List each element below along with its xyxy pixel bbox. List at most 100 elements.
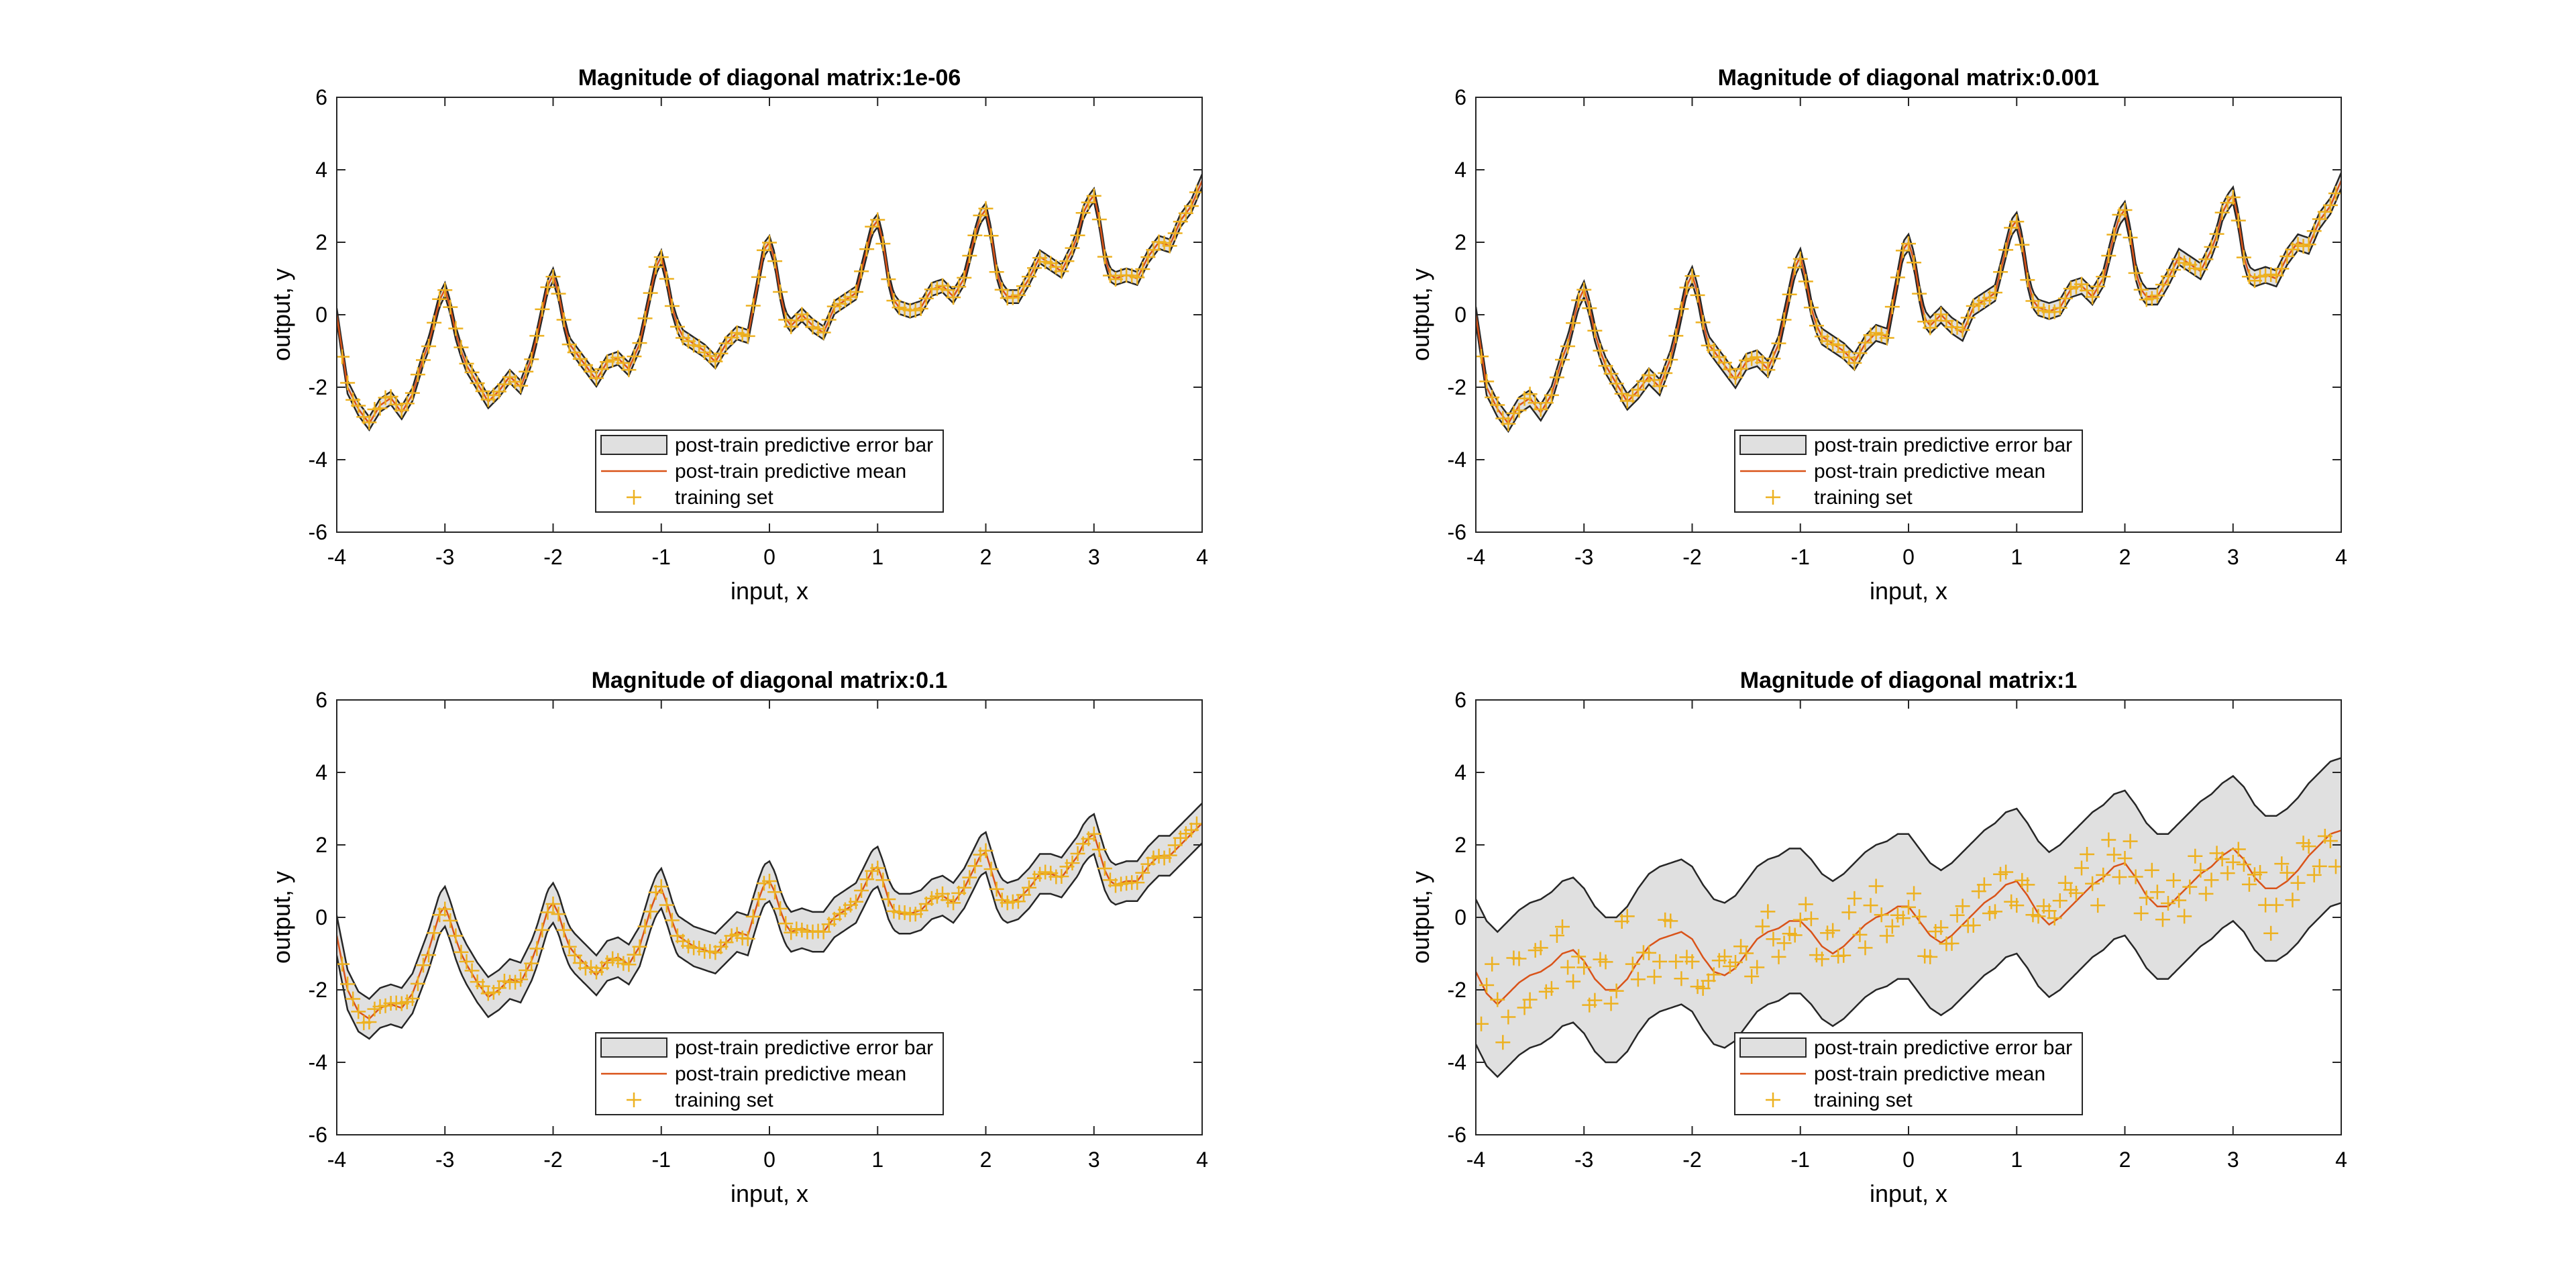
training-point bbox=[2020, 272, 2035, 288]
training-point bbox=[1501, 416, 1516, 432]
training-point bbox=[1668, 954, 1684, 969]
training-point bbox=[2312, 858, 2327, 874]
x-tick-label: -3 bbox=[435, 545, 454, 569]
training-point bbox=[632, 336, 647, 351]
training-point bbox=[1598, 358, 1613, 374]
training-point bbox=[2306, 867, 2322, 882]
training-point bbox=[1890, 270, 1905, 285]
training-point bbox=[1022, 269, 1036, 285]
training-point bbox=[513, 972, 529, 987]
x-tick-label: -2 bbox=[1682, 1148, 1701, 1172]
training-point bbox=[751, 892, 766, 907]
training-point bbox=[524, 352, 539, 367]
training-point bbox=[1695, 315, 1711, 330]
training-point bbox=[1728, 370, 1743, 385]
training-point bbox=[1146, 242, 1161, 258]
x-tick-label: 4 bbox=[1196, 1148, 1208, 1172]
training-point bbox=[978, 201, 994, 216]
training-point bbox=[1815, 952, 1829, 967]
training-point bbox=[1603, 366, 1619, 382]
training-point bbox=[957, 880, 972, 895]
training-point bbox=[2263, 925, 2279, 941]
training-point bbox=[556, 312, 572, 327]
x-tick-label: -3 bbox=[435, 1148, 454, 1172]
training-point bbox=[762, 874, 777, 889]
training-point bbox=[1787, 927, 1803, 943]
legend: post-train predictive error bar post-trai… bbox=[595, 1032, 944, 1115]
training-point bbox=[1059, 254, 1075, 269]
training-point bbox=[2193, 862, 2208, 878]
training-point bbox=[918, 291, 934, 306]
training-point bbox=[1630, 382, 1646, 397]
y-tick-label: 4 bbox=[315, 760, 327, 784]
x-tick-label: 2 bbox=[980, 545, 992, 569]
training-point bbox=[421, 338, 437, 354]
legend-entry: post-train predictive error bar bbox=[1814, 434, 2072, 456]
training-point bbox=[2090, 898, 2106, 913]
training-point bbox=[2198, 886, 2214, 901]
training-point bbox=[1858, 940, 1873, 956]
training-point bbox=[1879, 928, 1894, 944]
training-point bbox=[1663, 913, 1678, 929]
y-tick-label: 0 bbox=[1454, 303, 1466, 327]
training-point bbox=[1841, 905, 1857, 920]
training-point bbox=[740, 931, 755, 946]
training-point bbox=[1663, 352, 1678, 367]
training-point bbox=[1135, 865, 1150, 880]
training-point bbox=[1658, 365, 1673, 381]
chart-title: Magnitude of diagonal matrix:1e-06 bbox=[578, 65, 961, 91]
training-point bbox=[351, 398, 366, 413]
training-point bbox=[2096, 269, 2111, 285]
training-point bbox=[1874, 907, 1889, 923]
training-point bbox=[1479, 374, 1495, 389]
training-point bbox=[459, 954, 474, 969]
training-point bbox=[967, 227, 983, 243]
training-point bbox=[621, 362, 637, 378]
x-tick-label: 3 bbox=[2227, 545, 2239, 569]
training-point bbox=[859, 872, 875, 887]
training-point bbox=[1162, 848, 1177, 863]
training-point bbox=[2009, 898, 2025, 913]
training-point bbox=[870, 860, 885, 876]
training-point bbox=[464, 364, 480, 380]
training-point bbox=[1766, 351, 1781, 366]
y-axis-label: output, y bbox=[1407, 268, 1434, 361]
training-point bbox=[659, 271, 674, 287]
training-point bbox=[1706, 967, 1721, 982]
training-point bbox=[1091, 211, 1107, 227]
x-tick-label: 0 bbox=[763, 545, 775, 569]
training-point bbox=[362, 1015, 377, 1030]
training-point bbox=[2241, 876, 2257, 892]
training-point bbox=[2301, 839, 2316, 854]
legend-entry: post-train predictive error bar bbox=[675, 434, 933, 456]
training-point bbox=[2204, 240, 2219, 255]
x-tick-label: 3 bbox=[1088, 545, 1100, 569]
training-point bbox=[632, 939, 647, 954]
training-point bbox=[2080, 847, 2095, 862]
training-point bbox=[416, 958, 431, 973]
training-point bbox=[448, 928, 464, 944]
training-point bbox=[1576, 282, 1592, 297]
training-point bbox=[2220, 866, 2235, 881]
training-point bbox=[529, 941, 545, 956]
training-point bbox=[410, 367, 425, 383]
training-point bbox=[1593, 343, 1608, 358]
training-point bbox=[372, 401, 388, 416]
legend-swatch-training bbox=[627, 1093, 641, 1107]
training-point bbox=[459, 356, 474, 371]
training-point bbox=[1086, 188, 1102, 203]
training-point bbox=[2128, 869, 2143, 884]
training-point bbox=[1949, 907, 1965, 923]
training-point bbox=[2085, 876, 2100, 891]
training-point bbox=[767, 884, 783, 900]
training-point bbox=[1054, 868, 1069, 884]
training-point bbox=[653, 250, 669, 265]
training-point bbox=[383, 389, 398, 405]
training-point bbox=[437, 283, 453, 298]
training-point bbox=[1479, 977, 1495, 993]
training-point bbox=[951, 279, 967, 295]
training-point bbox=[551, 286, 566, 301]
training-point bbox=[1544, 980, 1559, 996]
y-tick-label: 2 bbox=[315, 833, 327, 857]
y-tick-label: 2 bbox=[1454, 833, 1466, 857]
